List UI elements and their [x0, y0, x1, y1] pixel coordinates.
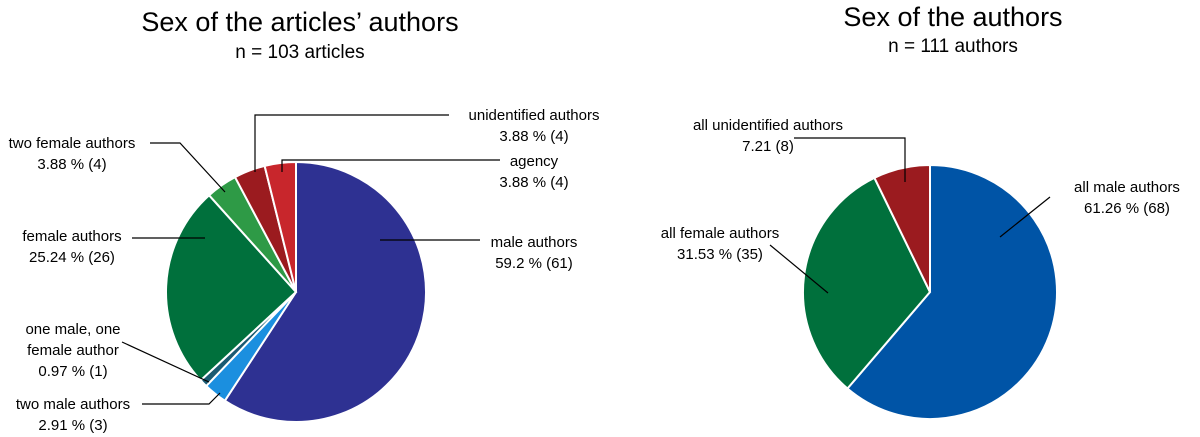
chart1-pie	[165, 160, 427, 423]
chart2-pie	[802, 163, 1058, 420]
label-all-unidentified-authors-value: 7.21 (8)	[742, 138, 794, 155]
label-one-male-line2: female author	[27, 342, 119, 359]
chart2-labels: all male authors 61.26 % (68) all female…	[661, 117, 1180, 263]
leader-all-male-authors	[999, 196, 1051, 238]
chart1-title: Sex of the articles’ authors	[141, 7, 458, 37]
chart1-subtitle: n = 103 articles	[235, 42, 364, 63]
label-all-male-authors-name: all male authors	[1074, 179, 1180, 196]
slice-all-male-authors	[846, 163, 1058, 420]
label-all-male-authors-value: 61.26 % (68)	[1084, 200, 1170, 217]
leader-all-unidentified-authors	[794, 137, 906, 182]
leader-agency	[281, 159, 500, 172]
chart1-leader-lines	[121, 114, 500, 405]
chart1-labels: male authors 59.2 % (61) two male author…	[9, 107, 600, 434]
label-female-authors-name: female authors	[22, 228, 121, 245]
slice-female-authors	[165, 193, 298, 382]
label-two-male-authors-name: two male authors	[16, 396, 130, 413]
label-all-female-authors-value: 31.53 % (35)	[677, 246, 763, 263]
label-agency-value: 3.88 % (4)	[499, 174, 568, 191]
slice-all-unidentified-authors	[873, 163, 931, 293]
label-male-authors-name: male authors	[491, 234, 578, 251]
label-all-unidentified-authors-name: all unidentified authors	[693, 117, 843, 134]
leader-one-male-one-female	[121, 341, 210, 383]
label-one-male-line1: one male, one	[25, 321, 120, 338]
label-all-female-authors-name: all female authors	[661, 225, 779, 242]
chart2-title: Sex of the authors	[843, 2, 1062, 32]
chart2-leader-lines	[769, 137, 1051, 294]
label-male-authors-value: 59.2 % (61)	[495, 255, 573, 272]
leader-two-male-authors	[142, 392, 221, 405]
slice-agency	[263, 160, 297, 293]
leader-all-female-authors	[769, 244, 829, 294]
label-two-female-authors-value: 3.88 % (4)	[37, 156, 106, 173]
slice-male-authors	[223, 160, 427, 423]
label-two-male-authors-value: 2.91 % (3)	[38, 417, 107, 434]
chart2-subtitle: n = 111 authors	[888, 36, 1018, 57]
label-two-female-authors-name: two female authors	[9, 135, 136, 152]
label-one-male-value: 0.97 % (1)	[38, 363, 107, 380]
label-female-authors-value: 25.24 % (26)	[29, 249, 115, 266]
label-unidentified-authors-value: 3.88 % (4)	[499, 128, 568, 145]
leader-two-female-authors	[150, 142, 226, 193]
label-agency-name: agency	[510, 153, 559, 170]
slice-all-female-authors	[802, 176, 932, 390]
leader-unidentified-authors	[254, 114, 449, 172]
label-unidentified-authors-name: unidentified authors	[469, 107, 600, 124]
